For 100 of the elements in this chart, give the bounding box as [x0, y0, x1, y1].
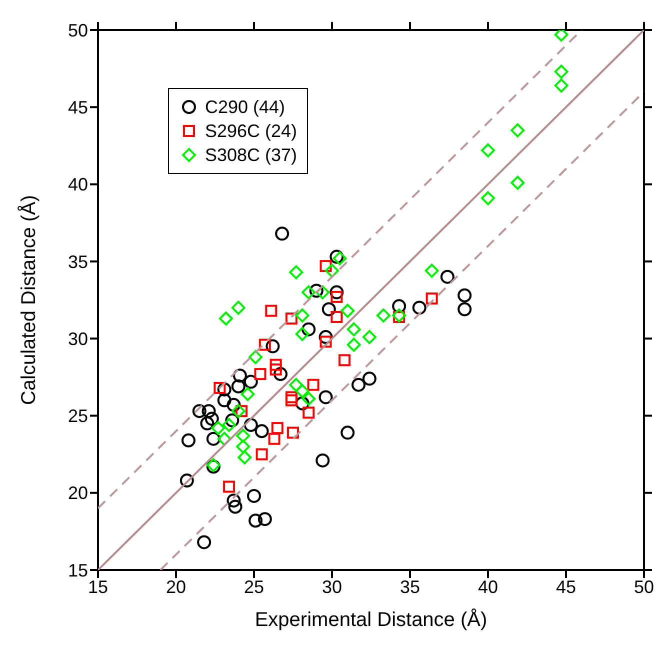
legend-label: S308C (37): [205, 144, 298, 167]
point: [222, 418, 236, 432]
point: [362, 372, 376, 386]
point: [295, 308, 310, 322]
point: [244, 374, 258, 389]
y-tick-label: 20: [68, 483, 88, 504]
point: [393, 310, 406, 323]
y-tick-label: 35: [68, 252, 88, 272]
point: [231, 300, 246, 315]
point: [330, 310, 343, 323]
point: [271, 422, 284, 434]
point: [192, 404, 206, 418]
point: [236, 440, 250, 454]
point: [320, 260, 332, 272]
point: [302, 285, 316, 300]
point: [202, 404, 216, 418]
point: [426, 292, 438, 304]
y-tick-label: 40: [68, 174, 88, 195]
point: [238, 450, 252, 464]
point: [285, 312, 298, 325]
point: [275, 226, 290, 241]
point: [295, 384, 310, 398]
point: [218, 312, 233, 326]
point: [325, 264, 339, 278]
point: [392, 299, 406, 314]
point: [217, 382, 232, 396]
point: [340, 426, 355, 440]
point: [424, 264, 439, 278]
point: [309, 284, 324, 298]
point: [285, 394, 298, 406]
point: [330, 285, 344, 300]
point: [270, 363, 282, 376]
point: [322, 302, 336, 316]
point: [330, 250, 344, 264]
point: [254, 424, 269, 438]
x-tick-label: 35: [400, 576, 420, 597]
point: [346, 338, 361, 352]
point: [266, 339, 280, 354]
point: [258, 512, 272, 526]
point: [295, 396, 310, 410]
point: [302, 322, 316, 336]
point: [481, 143, 495, 158]
point: [236, 405, 248, 418]
point: [265, 304, 278, 317]
x-axis-title: Experimental Distance (Å): [254, 608, 488, 631]
point: [458, 302, 472, 316]
point: [231, 404, 246, 418]
point: [287, 426, 299, 439]
point: [240, 387, 255, 402]
point: [232, 368, 247, 383]
x-tick-label: 20: [166, 576, 186, 597]
point: [226, 494, 241, 508]
point: [236, 428, 250, 443]
point: [180, 474, 194, 488]
point: [302, 406, 315, 419]
point: [228, 500, 242, 514]
legend-label: C290 (44): [205, 96, 286, 119]
point: [302, 392, 316, 406]
legend-label: S296C (24): [205, 120, 298, 143]
point: [274, 367, 288, 382]
point: [285, 391, 298, 404]
y-tick-label: 15: [68, 560, 88, 580]
point: [289, 265, 304, 280]
point: [510, 123, 525, 138]
point: [217, 393, 232, 408]
point: [412, 300, 426, 315]
point: [510, 176, 525, 190]
point: [481, 191, 495, 206]
y-tick-label: 25: [68, 406, 88, 426]
point: [256, 448, 268, 460]
point: [231, 379, 246, 394]
point: [316, 285, 330, 300]
point: [295, 326, 310, 341]
point: [320, 336, 332, 348]
point: [206, 432, 220, 446]
point: [458, 288, 472, 302]
point: [318, 390, 333, 404]
point: [376, 308, 390, 322]
x-tick-label: 50: [634, 576, 654, 597]
point: [270, 358, 282, 371]
x-tick-label: 15: [88, 576, 108, 597]
point: [214, 382, 226, 394]
x-tick-label: 30: [322, 576, 342, 597]
point: [247, 488, 261, 503]
point: [223, 480, 236, 493]
point: [352, 378, 366, 392]
point: [554, 30, 568, 42]
point: [554, 78, 568, 93]
point: [225, 413, 240, 428]
point: [318, 330, 333, 344]
x-tick-label: 25: [244, 576, 264, 597]
y-tick-label: 30: [68, 328, 88, 349]
point: [554, 64, 568, 79]
y-tick-label: 50: [68, 20, 88, 40]
y-axis-title: Calculated Distance (Å): [17, 194, 40, 406]
point: [217, 432, 232, 446]
point: [200, 416, 214, 430]
point: [338, 354, 350, 366]
point: [211, 421, 226, 436]
point: [332, 251, 347, 266]
